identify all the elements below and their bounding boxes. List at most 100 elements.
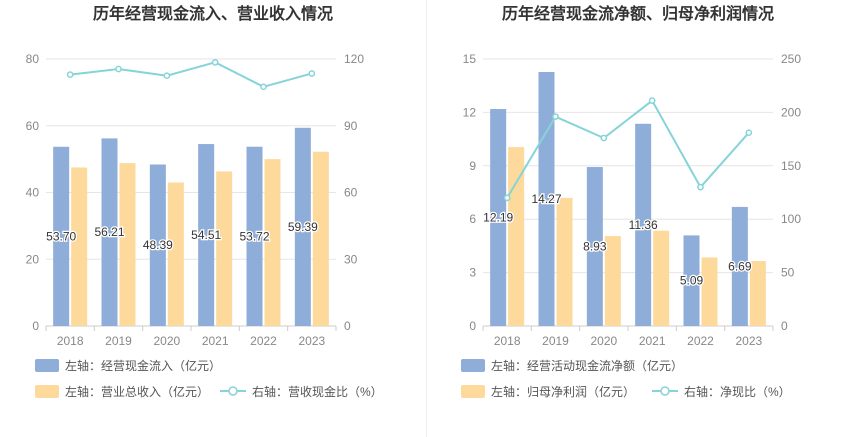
bar-series-2: [216, 171, 233, 326]
bar-series-1: [538, 71, 555, 326]
bar-series-2: [701, 257, 718, 326]
y-left-tick-label: 60: [26, 119, 40, 133]
y-left-tick-label: 12: [463, 105, 477, 119]
x-tick-label: 2023: [735, 334, 762, 348]
bar-series-2: [119, 163, 136, 326]
y-left-tick-label: 0: [469, 319, 476, 333]
bar-data-label: 54.51: [191, 228, 221, 242]
bar-data-label: 8.93: [583, 240, 607, 254]
legend-label-series-2: 左轴：营业总收入（亿元）: [65, 384, 209, 399]
bar-series-1: [731, 206, 748, 326]
y-left-tick-label: 9: [469, 159, 476, 173]
bar-series-1: [490, 109, 507, 326]
legend-swatch-series-1: [461, 359, 485, 372]
bar-data-label: 59.39: [288, 220, 318, 234]
y-right-tick-label: 120: [344, 52, 364, 66]
line-point: [115, 65, 122, 73]
x-tick-label: 2019: [542, 334, 569, 348]
chart-title: 历年经营现金流入、营业收入情况: [93, 4, 333, 23]
y-right-tick-label: 100: [781, 212, 801, 226]
y-right-tick-label: 150: [781, 159, 801, 173]
y-left-tick-label: 80: [26, 52, 40, 66]
y-left-tick-label: 20: [26, 252, 40, 266]
bar-series-1: [683, 235, 700, 326]
chart-panel-cashflow-revenue: 历年经营现金流入、营业收入情况 0 0 20 30 40 60 60 90 80 120 2018 20…: [26, 4, 383, 399]
legend-swatch-series-3-marker: [228, 386, 238, 396]
legend-swatch-series-3-marker: [660, 386, 670, 396]
bar-series-1: [586, 167, 603, 326]
chart-panel-netcash-profit: 历年经营现金流净额、归母净利润情况 0 0 3 50 6 100 9 150 12 200 15 250…: [426, 0, 850, 437]
bar-data-label: 14.27: [531, 192, 561, 206]
y-left-tick-label: 15: [463, 52, 477, 66]
legend-swatch-series-2: [35, 385, 59, 398]
line-point: [163, 72, 171, 80]
chart-title: 历年经营现金流净额、归母净利润情况: [502, 4, 774, 23]
line-point: [648, 97, 656, 105]
legend-label-series-3: 右轴：净现比（%）: [684, 384, 791, 399]
bar-data-label: 12.19: [483, 211, 513, 225]
y-right-tick-label: 90: [344, 119, 358, 133]
bar-series-2: [167, 182, 184, 326]
x-tick-label: 2021: [639, 334, 666, 348]
line-point: [503, 194, 511, 202]
x-tick-label: 2020: [153, 334, 180, 348]
bar-series-2: [508, 147, 525, 326]
bar-series-2: [653, 230, 670, 326]
y-right-tick-label: 0: [781, 319, 788, 333]
y-left-tick-label: 6: [469, 212, 476, 226]
line-series-3: [70, 61, 313, 88]
y-right-tick-label: 30: [344, 252, 358, 266]
bar-series-2: [264, 159, 281, 326]
bar-data-label: 48.39: [143, 238, 173, 252]
legend-label-series-2: 左轴：归母净利润（亿元）: [491, 384, 635, 399]
bar-series-1: [246, 146, 263, 326]
line-point: [260, 83, 267, 91]
y-right-tick-label: 50: [781, 266, 795, 280]
line-series-3: [506, 99, 750, 199]
line-point: [211, 58, 219, 66]
x-tick-label: 2018: [57, 334, 84, 348]
y-left-tick-label: 40: [26, 186, 40, 200]
bar-data-label: 6.69: [728, 259, 752, 273]
legend-swatch-series-2: [461, 385, 485, 398]
bar-series-1: [149, 164, 166, 326]
bar-series-2: [556, 197, 573, 326]
x-tick-label: 2022: [687, 334, 714, 348]
bar-series-2: [71, 167, 88, 326]
x-tick-label: 2019: [105, 334, 132, 348]
y-right-tick-label: 250: [781, 52, 801, 66]
legend-label-series-3: 右轴：营收现金比（%）: [252, 384, 383, 399]
line-point: [697, 183, 704, 191]
bar-series-1: [635, 123, 652, 327]
x-tick-label: 2022: [250, 334, 277, 348]
y-right-tick-label: 0: [344, 319, 351, 333]
legend-label-series-1: 左轴：经营现金流入（亿元）: [65, 358, 221, 373]
bar-data-label: 56.21: [94, 225, 124, 239]
bar-series-1: [198, 144, 215, 326]
line-point: [308, 70, 316, 77]
line-point: [600, 134, 608, 142]
x-tick-label: 2020: [590, 334, 617, 348]
panel-divider: [426, 0, 427, 437]
y-right-tick-label: 60: [344, 186, 358, 200]
bar-series-1: [101, 138, 118, 326]
legend-label-series-1: 左轴：经营活动现金流净额（亿元）: [491, 358, 683, 373]
y-right-tick-label: 200: [781, 105, 801, 119]
line-point: [66, 71, 74, 78]
legend-swatch-series-1: [35, 359, 59, 372]
bar-series-2: [604, 236, 621, 326]
line-point: [552, 113, 559, 121]
bar-series-1: [53, 146, 70, 326]
line-point: [745, 129, 753, 137]
x-tick-label: 2023: [298, 334, 325, 348]
bar-data-label: 53.70: [46, 229, 76, 243]
x-tick-label: 2021: [202, 334, 229, 348]
chart-svg: 历年经营现金流净额、归母净利润情况 0 0 3 50 6 100 9 150 12 200 15 250…: [461, 4, 801, 399]
bar-data-label: 53.72: [239, 229, 269, 243]
chart-svg: 历年经营现金流入、营业收入情况 0 0 20 30 40 60 60 90 80 120 2018 20…: [26, 4, 383, 399]
y-left-tick-label: 3: [469, 266, 476, 280]
bar-series-1: [294, 127, 311, 326]
x-tick-label: 2018: [494, 334, 521, 348]
bar-series-2: [312, 151, 329, 326]
bar-data-label: 5.09: [680, 274, 704, 288]
